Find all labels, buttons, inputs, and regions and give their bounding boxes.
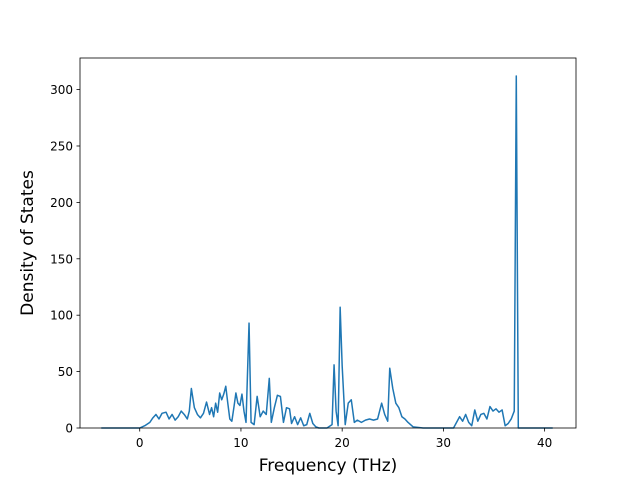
- plot-area: [80, 58, 576, 428]
- dos-series-line: [101, 75, 553, 429]
- x-tick-label: 40: [537, 436, 552, 450]
- y-axis-ticks: 0 50 100 150 200 250 300: [50, 83, 80, 436]
- y-tick-label: 50: [58, 365, 73, 379]
- y-tick-label: 200: [50, 196, 73, 210]
- y-tick-label: 100: [50, 309, 73, 323]
- y-tick-label: 0: [65, 422, 73, 436]
- plot-frame: [79, 57, 577, 429]
- x-axis-ticks: 0 10 20 30 40: [136, 428, 552, 450]
- x-axis-label: Frequency (THz): [259, 456, 398, 476]
- y-tick-label: 300: [50, 83, 73, 97]
- x-tick-label: 20: [335, 436, 350, 450]
- x-tick-label: 10: [233, 436, 248, 450]
- x-tick-label: 0: [136, 436, 144, 450]
- x-tick-label: 30: [436, 436, 451, 450]
- y-axis-label: Density of States: [18, 170, 38, 316]
- y-tick-label: 150: [50, 252, 73, 266]
- y-tick-label: 250: [50, 139, 73, 153]
